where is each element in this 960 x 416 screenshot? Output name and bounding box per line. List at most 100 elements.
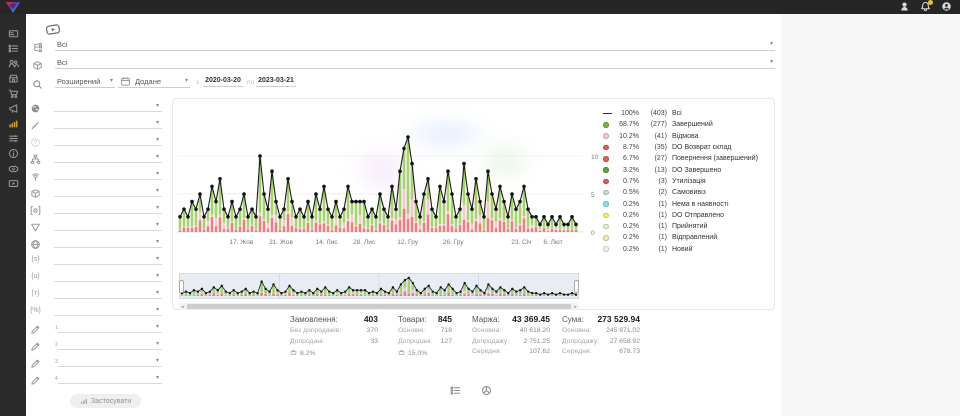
- filter-dropdown[interactable]: [54, 152, 162, 163]
- filter-row-brace-t[interactable]: {т}: [30, 285, 162, 302]
- date-to-input[interactable]: 2023-03-21: [256, 75, 296, 87]
- filter-row-brace-percent[interactable]: {%}: [30, 302, 162, 319]
- scroll-left-icon[interactable]: [179, 303, 186, 310]
- legend-dot-marker: [603, 167, 609, 173]
- stat-sub-label: Основна:: [562, 327, 592, 334]
- date-field-select[interactable]: Додане: [118, 75, 190, 88]
- sidebar-item-marketing[interactable]: [4, 103, 22, 114]
- filter-dropdown[interactable]: [54, 186, 162, 197]
- legend-dot-marker: [603, 122, 609, 128]
- filter-dropdown[interactable]: [54, 305, 162, 316]
- filter-row-eye-brackets[interactable]: [30, 200, 162, 217]
- filter-row-nabla[interactable]: [30, 217, 162, 234]
- sidebar-item-info[interactable]: [4, 148, 22, 159]
- filter-dropdown[interactable]: [57, 356, 162, 367]
- brush-handle-right[interactable]: [574, 280, 579, 293]
- notifications-icon[interactable]: [920, 0, 933, 12]
- legend-item[interactable]: 10.2% (41) Відмова: [603, 131, 771, 142]
- legend-count: (403): [650, 110, 667, 118]
- filter-row-custom-4[interactable]: 4: [30, 370, 162, 387]
- filter-row-help[interactable]: [30, 132, 162, 149]
- legend-item[interactable]: 0.7% (3) Утилізація: [603, 176, 771, 187]
- app-logo[interactable]: [4, 1, 22, 14]
- date-from-input[interactable]: 2020-03-20: [203, 75, 243, 87]
- filter-dropdown[interactable]: [54, 220, 162, 231]
- sidebar-item-partners[interactable]: [4, 163, 22, 174]
- legend-label: Відправлений: [672, 234, 718, 242]
- stat-sub-label: Допродані:: [398, 337, 433, 345]
- sidebar-item-cart[interactable]: [4, 88, 22, 99]
- stat-sub-label: Допродажу:: [472, 337, 510, 345]
- filter-row-custom-1[interactable]: 1: [30, 319, 162, 336]
- product-box-icon: [32, 58, 43, 70]
- legend-item[interactable]: 0.2% (1) DO Отправлено: [603, 210, 771, 221]
- legend-label: DO Возврат склад: [672, 144, 732, 152]
- product-filter-field[interactable]: Всі: [55, 56, 775, 69]
- legend-item[interactable]: 3.2% (13) DO Завершено: [603, 164, 771, 175]
- filter-row-fingerprint[interactable]: [30, 166, 162, 183]
- brush-handle-left[interactable]: [179, 280, 184, 293]
- filter-row-cube[interactable]: [30, 183, 162, 200]
- filter-row-globe[interactable]: [30, 98, 162, 115]
- legend-item[interactable]: 0.2% (1) Прийнятий: [603, 221, 771, 232]
- filter-dropdown[interactable]: [54, 169, 162, 180]
- legend-item[interactable]: 8.7% (35) DO Возврат склад: [603, 142, 771, 153]
- filter-dropdown[interactable]: [54, 237, 162, 248]
- status-filter-field[interactable]: Всі: [55, 38, 775, 51]
- sidebar-item-customers[interactable]: [4, 58, 22, 69]
- calendar-icon: [120, 76, 131, 87]
- sidebar-item-store[interactable]: [4, 73, 22, 84]
- legend-count: (2): [658, 189, 667, 197]
- category-tree-icon: [32, 40, 43, 52]
- search-mode-select[interactable]: Розширений: [55, 75, 115, 88]
- legend-item[interactable]: 0.2% (1) Відправлений: [603, 232, 771, 243]
- legend-count: (1): [658, 200, 667, 208]
- filter-row-brace-s[interactable]: {s}: [30, 251, 162, 268]
- scrollbar-thumb[interactable]: ⋯: [187, 303, 571, 309]
- search-icon: [32, 77, 43, 89]
- filter-dropdown[interactable]: [54, 271, 162, 282]
- legend-item[interactable]: 68.7% (277) Завершений: [603, 119, 771, 130]
- video-hint-icon[interactable]: [41, 20, 65, 38]
- filter-dropdown[interactable]: [54, 254, 162, 265]
- filter-row-sitemap[interactable]: [30, 149, 162, 166]
- sidebar-item-analytics[interactable]: [4, 118, 22, 129]
- sidebar-item-videos[interactable]: [4, 178, 22, 189]
- legend-item[interactable]: 6.7% (27) Повернення (завершений): [603, 153, 771, 164]
- filter-row-globe-wire[interactable]: [30, 234, 162, 251]
- apply-button[interactable]: Застосувати: [70, 394, 142, 408]
- list-view-icon[interactable]: [450, 383, 461, 395]
- chart-navigator[interactable]: [179, 273, 579, 299]
- legend-item[interactable]: 0.5% (2) Самовивіз: [603, 187, 771, 198]
- profile-avatar-icon[interactable]: [941, 1, 952, 12]
- chevron-down-icon: [156, 341, 159, 347]
- stat-column: Товари: 845 Основні: 718 Допродані: 127 15.0%: [398, 314, 452, 359]
- legend-item[interactable]: 0.2% (1) Новий: [603, 244, 771, 255]
- filter-dropdown[interactable]: [54, 203, 162, 214]
- sidebar-item-settings[interactable]: [4, 133, 22, 144]
- package-view-icon[interactable]: [481, 383, 492, 395]
- filter-row-brace-u[interactable]: {u}: [30, 268, 162, 285]
- stat-sub-value: 370: [366, 327, 378, 334]
- scroll-right-icon[interactable]: [572, 303, 579, 310]
- filter-dropdown[interactable]: [57, 339, 162, 350]
- legend-item[interactable]: 100% (403) Всі: [603, 108, 771, 119]
- filter-dropdown[interactable]: [54, 135, 162, 146]
- legend-item[interactable]: 0.2% (1) Нема в наявності: [603, 198, 771, 209]
- filter-dropdown[interactable]: [54, 101, 162, 112]
- legend-percent: 6.7%: [623, 155, 639, 163]
- filter-dropdown[interactable]: [54, 288, 162, 299]
- filter-dropdown[interactable]: [57, 373, 162, 384]
- sidebar-item-dashboard[interactable]: [4, 28, 22, 39]
- chart-scrollbar[interactable]: ⋯: [179, 303, 579, 310]
- filter-row-custom-2[interactable]: 2: [30, 336, 162, 353]
- user-icon[interactable]: [899, 1, 910, 12]
- filter-row-custom-3[interactable]: 3: [30, 353, 162, 370]
- filter-row-ruler[interactable]: [30, 115, 162, 132]
- filter-dropdown[interactable]: [57, 322, 162, 333]
- legend-percent: 68.7%: [619, 121, 639, 129]
- x-axis-label: 6. Лют: [543, 239, 562, 246]
- view-toggles: [450, 383, 492, 395]
- filter-dropdown[interactable]: [54, 118, 162, 129]
- sidebar-item-orders-list[interactable]: [4, 43, 22, 54]
